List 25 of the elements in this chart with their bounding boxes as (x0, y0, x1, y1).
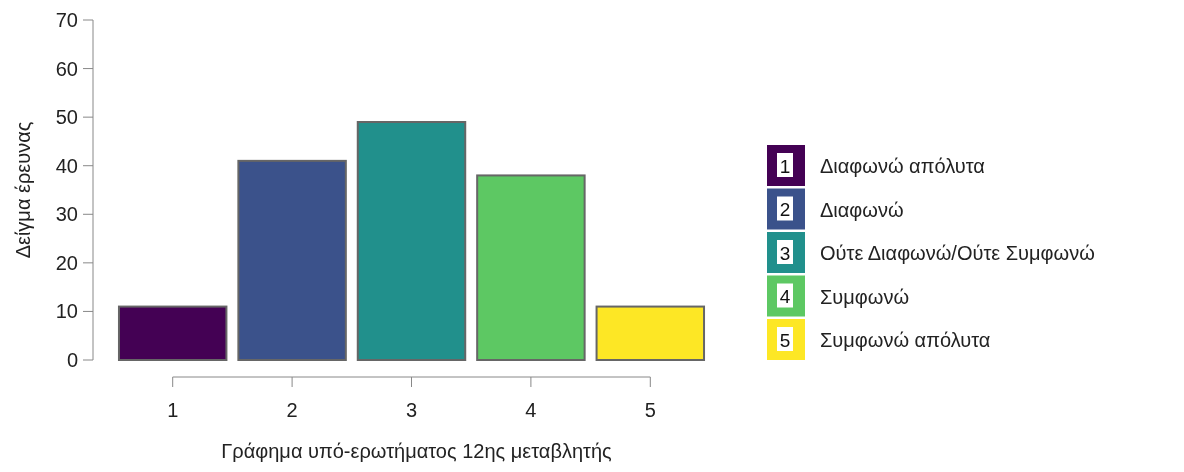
category-label: 5 (779, 329, 791, 351)
y-tick-label: 40 (55, 154, 78, 177)
category-label: 2 (779, 199, 791, 221)
legend-label: Συμφωνώ (820, 285, 910, 308)
x-tick-label: 1 (167, 399, 179, 421)
y-axis-title: Δείγμα έρευνας (12, 121, 34, 259)
x-tick-label: 3 (405, 399, 418, 421)
x-tick-label: 2 (286, 399, 298, 421)
category-label: 4 (779, 286, 791, 308)
y-tick-label: 0 (66, 349, 78, 371)
y-tick-label: 70 (55, 9, 78, 31)
x-tick-label: 5 (644, 399, 656, 421)
category-label: 3 (779, 242, 791, 264)
y-tick-label: 30 (55, 203, 78, 226)
legend-label: Διαφωνώ απόλυτα (820, 155, 985, 177)
x-tick-label: 4 (525, 399, 537, 421)
y-tick-label: 50 (55, 106, 78, 129)
legend-label: Ούτε Διαφωνώ/Ούτε Συμφωνώ (820, 242, 1095, 264)
y-tick-label: 10 (55, 300, 78, 323)
y-tick-label: 20 (55, 251, 78, 274)
legend-label: Συμφωνώ απόλυτα (820, 329, 991, 351)
y-tick-label: 60 (55, 57, 78, 80)
legend-label: Διαφωνώ (820, 198, 904, 221)
category-label: 1 (779, 155, 791, 177)
x-axis-title: Γράφημα υπό-ερωτήματος 12ης μεταβλητής (221, 440, 613, 462)
